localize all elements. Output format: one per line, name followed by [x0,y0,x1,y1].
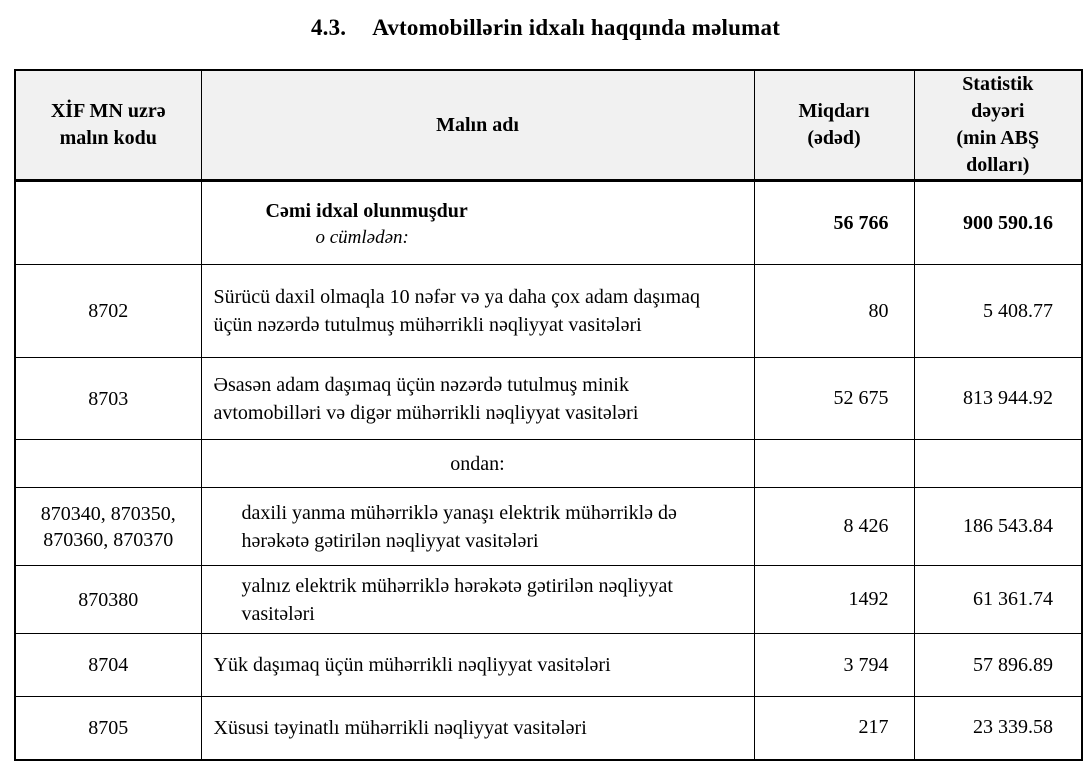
cell-product-name: Sürücü daxil olmaqla 10 nəfər və ya daha… [200,264,755,358]
cell-product-name: daxili yanma mühərriklə yanaşı elektrik … [200,487,755,566]
cell-product-name: Yük daşımaq üçün mühərrikli nəqliyyat va… [200,633,755,697]
product-name-subtext: o cümlədən: [315,226,409,248]
product-name-text: daxili yanma mühərriklə yanaşı elektrik … [241,501,677,552]
product-name-text: yalnız elektrik mühərriklə hərəkətə gəti… [241,574,673,625]
section-title-text: Avtomobillərin idxalı haqqında məlumat [372,15,781,40]
col-header-value: Statistik dəyəri (min ABŞ dolları) [913,69,1083,182]
cell-statistical-value: 5 408.77 [913,264,1083,358]
cell-statistical-value: 23 339.58 [913,696,1083,760]
col-header-code: XİF MN uzrə malın kodu [14,69,202,182]
import-table: XİF MN uzrə malın kodu Malın adı Miqdarı… [14,69,1083,761]
header-row: XİF MN uzrə malın kodu Malın adı Miqdarı… [14,69,1083,182]
cell-product-name: Cəmi idxal olunmuşdur o cümlədən: [200,180,755,265]
cell-quantity: 1492 [753,565,915,634]
table-row: 8702 Sürücü daxil olmaqla 10 nəfər və ya … [14,264,1083,358]
cell-product-code: 870380 [14,565,202,634]
cell-statistical-value: 900 590.16 [913,180,1083,265]
cell-quantity: 8 426 [753,487,915,566]
cell-product-code: 8705 [14,696,202,760]
cell-product-code: 870340, 870350, 870360, 870370 [14,487,202,566]
cell-statistical-value: 57 896.89 [913,633,1083,697]
product-name-text: Sürücü daxil olmaqla 10 nəfər və ya daha… [213,286,701,336]
col-header-quantity: Miqdarı (ədəd) [753,69,915,182]
cell-statistical-value [913,439,1083,488]
product-name-text: Cəmi idxal olunmuşdur [265,199,468,222]
table-row: 870340, 870350, 870360, 870370 daxili yan… [14,487,1083,566]
table-row: Cəmi idxal olunmuşdur o cümlədən: 56 766 90… [14,180,1083,265]
cell-statistical-value: 813 944.92 [913,357,1083,440]
cell-statistical-value: 61 361.74 [913,565,1083,634]
cell-quantity: 217 [753,696,915,760]
cell-product-code: 8703 [14,357,202,440]
cell-product-name: yalnız elektrik mühərriklə hərəkətə gəti… [200,565,755,634]
cell-product-code [14,180,202,265]
cell-quantity: 80 [753,264,915,358]
cell-quantity [753,439,915,488]
cell-product-name: Əsasən adam daşımaq üçün nəzərdə tutulmu… [200,357,755,440]
cell-product-code [14,439,202,488]
cell-quantity: 56 766 [753,180,915,265]
table-row: 8703 Əsasən adam daşımaq üçün nəzərdə tut… [14,357,1083,440]
cell-quantity: 52 675 [753,357,915,440]
table-row: ondan: [14,439,1083,488]
product-name-text: Yük daşımaq üçün mühərrikli nəqliyyat va… [213,654,611,676]
product-name-text: ondan: [450,452,505,475]
product-name-text: Xüsusi təyinatlı mühərrikli nəqliyyat va… [213,716,587,739]
cell-statistical-value: 186 543.84 [913,487,1083,566]
table-row: 8704 Yük daşımaq üçün mühərrikli nəqliyya… [14,633,1083,697]
table-row: 8705 Xüsusi təyinatlı mühərrikli nəqliyya… [14,696,1083,760]
cell-product-code: 8702 [14,264,202,358]
section-title: 4.3. Avtomobillərin idxalı haqqında məlum… [0,15,1091,41]
cell-product-name: Xüsusi təyinatlı mühərrikli nəqliyyat va… [200,696,755,760]
product-name-text: Əsasən adam daşımaq üçün nəzərdə tutulmu… [213,373,639,424]
section-number: 4.3. [310,15,347,40]
cell-quantity: 3 794 [753,633,915,697]
cell-product-code: 8704 [14,633,202,697]
col-header-name: Malın adı [200,69,755,182]
table-row: 870380 yalnız elektrik mühərriklə hərəkət… [14,565,1083,634]
cell-product-name: ondan: [200,439,755,488]
